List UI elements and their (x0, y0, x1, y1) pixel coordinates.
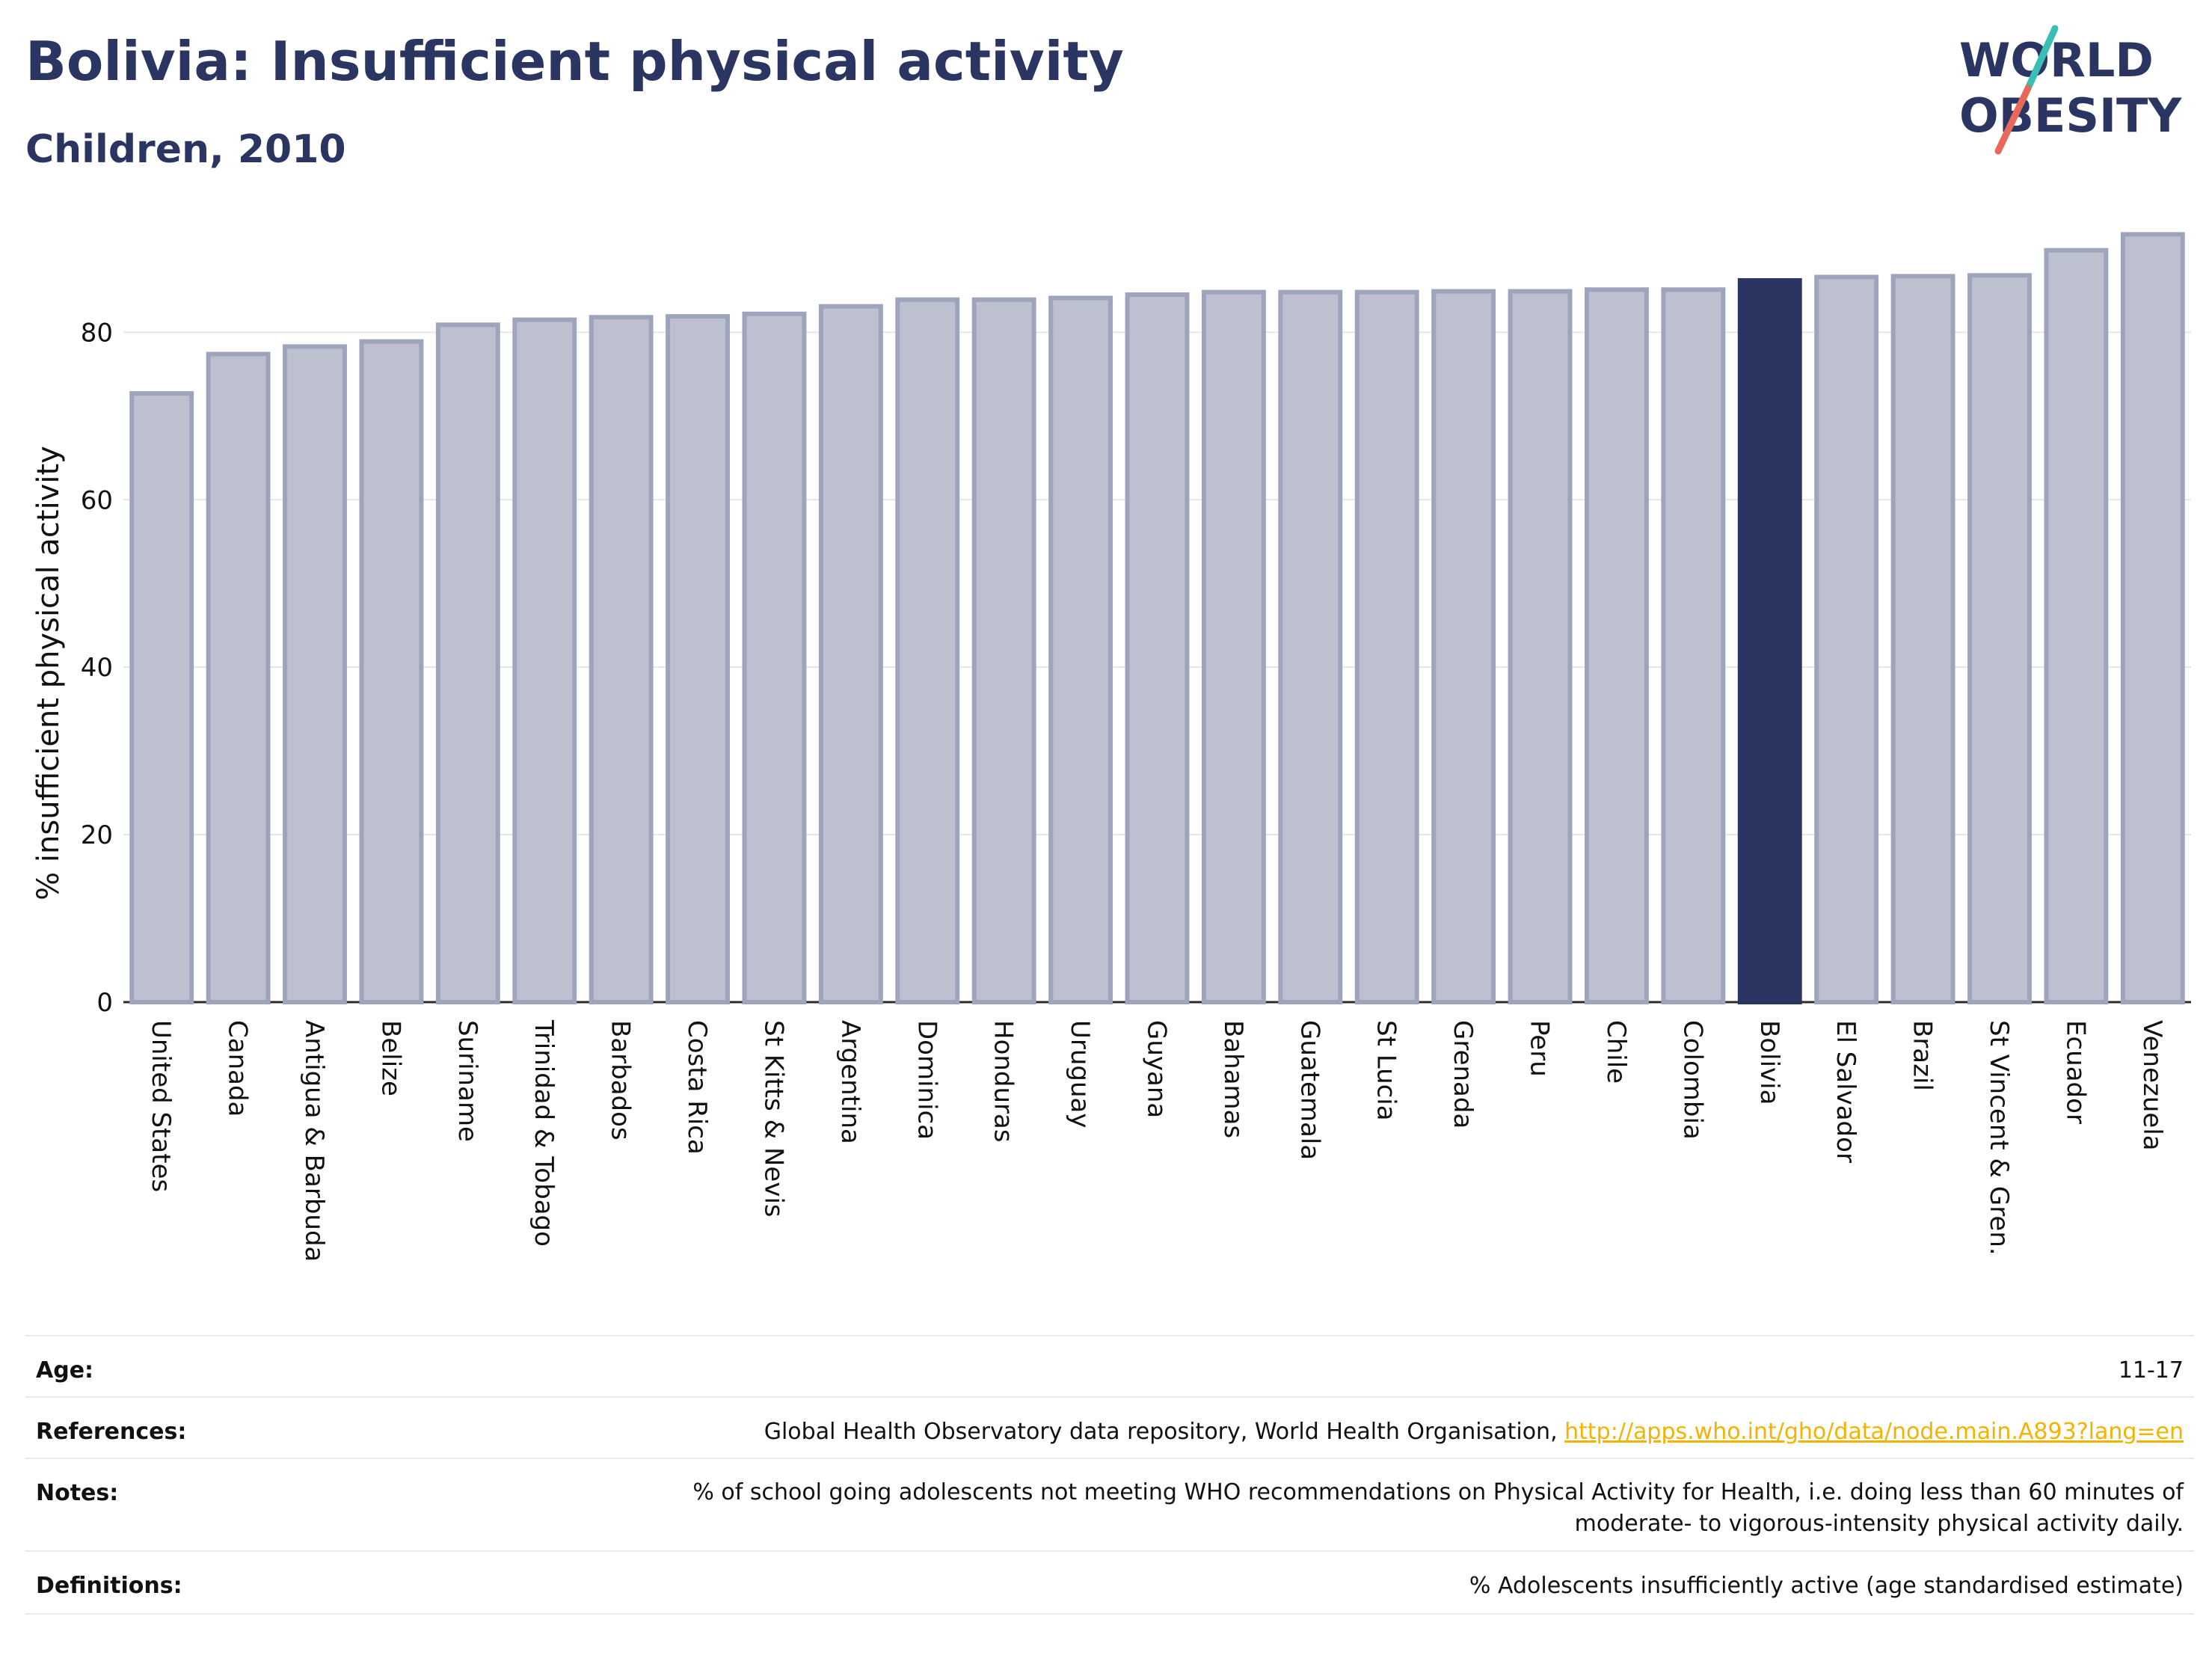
bar-st-lucia (1354, 289, 1419, 1004)
bar-guatemala (1278, 289, 1343, 1004)
meta-row-notes: Notes: % of school going adolescents not… (25, 1458, 2194, 1552)
bar-el-salvador (1814, 274, 1879, 1004)
y-tick-label: 0 (96, 988, 113, 1018)
x-tick-label: Antigua & Barbuda (299, 1020, 329, 1262)
x-tick-label: Honduras (989, 1020, 1019, 1143)
meta-key-references: References: (36, 1419, 187, 1445)
x-tick-label: Barbados (606, 1020, 636, 1140)
x-tick-label: Bahamas (1218, 1020, 1248, 1138)
x-tick-label: Bolivia (1754, 1020, 1784, 1105)
bar-argentina (818, 304, 883, 1004)
x-tick-label: Guatemala (1294, 1020, 1324, 1160)
bar-peru (1508, 289, 1573, 1004)
bar-honduras (971, 297, 1036, 1005)
x-tick-label: Suriname (452, 1020, 482, 1142)
bar-canada (206, 351, 271, 1004)
x-tick-label: Uruguay (1065, 1020, 1095, 1129)
bars (129, 232, 2185, 1005)
bar-brazil (1890, 274, 1956, 1004)
logo-text-world: WORLD (1959, 33, 2154, 87)
meta-row-age: Age: 11-17 (25, 1335, 2194, 1398)
x-tick-label: United States (146, 1020, 176, 1192)
meta-value-references: Global Health Observatory data repositor… (764, 1419, 2184, 1445)
bar-chart: 0 20 40 60 80 United States Canada Antigua & B… (31, 232, 2191, 1262)
meta-key-notes: Notes: (36, 1480, 119, 1506)
bar-suriname (435, 322, 500, 1004)
bar-antigua-barbuda (283, 344, 347, 1004)
x-tick-label: Dominica (912, 1020, 941, 1140)
x-tick-label: Belize (375, 1020, 405, 1096)
bar-dominica (895, 297, 960, 1005)
x-tick-label: Brazil (1908, 1020, 1938, 1091)
y-axis-label: % insufficient physical activity (31, 446, 66, 900)
y-tick-label: 80 (81, 318, 113, 348)
bar-chile (1585, 287, 1649, 1004)
x-tick-label: Trinidad & Tobago (529, 1019, 559, 1247)
bar-bahamas (1201, 289, 1266, 1004)
meta-value-definitions: % Adolescents insufficiently active (age… (1469, 1573, 2184, 1599)
logo-text-obesity: OBESITY (1959, 88, 2182, 143)
x-tick-label: Grenada (1448, 1020, 1478, 1129)
metadata-table: Age: 11-17 References: Global Health Obs… (25, 1335, 2194, 1649)
meta-key-definitions: Definitions: (36, 1573, 182, 1599)
x-tick-label: St Vincent & Gren. (1984, 1020, 2014, 1256)
x-tick-label: Peru (1525, 1020, 1555, 1077)
references-link[interactable]: http://apps.who.int/gho/data/node.main.A… (1564, 1419, 2184, 1445)
x-tick-label: Costa Rica (682, 1020, 712, 1155)
bar-ecuador (2044, 248, 2109, 1004)
bar-colombia (1661, 287, 1726, 1004)
chart-subtitle: Children, 2010 (25, 127, 346, 172)
x-tick-label: St Lucia (1371, 1020, 1401, 1121)
x-tick-label: St Kitts & Nevis (758, 1020, 788, 1218)
bar-st-vincent-gren- (1967, 273, 2032, 1004)
y-tick-label: 40 (81, 653, 113, 683)
meta-value-age: 11-17 (2118, 1357, 2184, 1384)
bar-venezuela (2120, 232, 2185, 1005)
meta-row-definitions: Definitions: % Adolescents insufficientl… (25, 1550, 2194, 1615)
bar-bolivia (1737, 277, 1802, 1005)
meta-row-references: References: Global Health Observatory da… (25, 1396, 2194, 1459)
y-tick-label: 60 (81, 485, 113, 515)
bar-uruguay (1048, 295, 1113, 1004)
x-tick-label: Ecuador (2060, 1020, 2090, 1124)
y-axis-ticks: 0 20 40 60 80 (81, 318, 113, 1018)
x-tick-label: Venezuela (2137, 1020, 2167, 1151)
x-tick-label: Argentina (835, 1020, 865, 1144)
bar-st-kitts-nevis (742, 311, 807, 1004)
chart-title: Bolivia: Insufficient physical activity (25, 30, 1124, 93)
references-text: Global Health Observatory data repositor… (764, 1419, 1565, 1445)
x-tick-label: El Salvador (1831, 1020, 1861, 1163)
x-tick-label: Guyana (1142, 1020, 1172, 1118)
bar-trinidad-tobago (512, 317, 577, 1005)
x-axis-ticks: United States Canada Antigua & Barbuda Beli… (146, 1019, 2167, 1262)
meta-value-notes: % of school going adolescents not meetin… (692, 1479, 2184, 1537)
bar-belize (359, 339, 424, 1005)
meta-key-age: Age: (36, 1357, 94, 1384)
bar-grenada (1431, 289, 1496, 1004)
bar-guyana (1125, 292, 1190, 1004)
x-tick-label: Canada (223, 1020, 253, 1117)
bar-costa-rica (666, 314, 730, 1004)
x-tick-label: Colombia (1677, 1020, 1707, 1140)
bar-united-states (129, 391, 194, 1004)
x-tick-label: Chile (1601, 1020, 1631, 1084)
bar-barbados (589, 315, 654, 1004)
y-tick-label: 20 (81, 820, 113, 850)
world-obesity-logo: WORLD OBESITY (1959, 25, 2182, 155)
